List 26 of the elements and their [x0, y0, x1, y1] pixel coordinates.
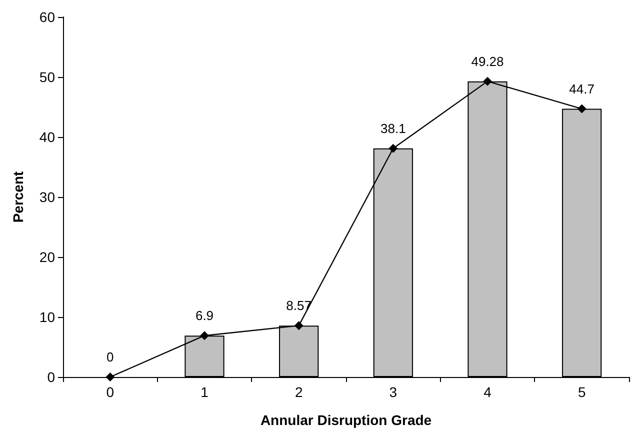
data-label: 0 [106, 350, 114, 364]
data-label: 6.9 [195, 308, 214, 324]
point [294, 321, 304, 330]
y-tick-label: 20 [39, 249, 56, 265]
x-tick-label: 5 [578, 384, 586, 400]
point [483, 76, 492, 86]
y-tick-label: 60 [39, 9, 56, 25]
point [577, 104, 586, 114]
x-axis-title: Annular Disruption Grade [260, 412, 432, 428]
x-tick-label: 2 [294, 384, 303, 400]
x-tick-label: 0 [106, 384, 114, 400]
y-tick-label: 0 [47, 369, 56, 385]
y-axis-title: Percent [10, 170, 26, 223]
y-tick-label: 40 [39, 129, 56, 145]
data-label: 49.28 [471, 54, 504, 69]
y-tick-label: 10 [39, 309, 56, 325]
data-label: 38.1 [380, 120, 406, 136]
y-tick-label: 50 [39, 69, 56, 85]
x-tick-label: 1 [200, 384, 209, 400]
y-tick-label: 30 [39, 189, 56, 205]
data-label: 44.7 [569, 81, 594, 96]
x-tick-label: 3 [389, 384, 398, 400]
point [388, 144, 398, 153]
point [106, 372, 115, 382]
x-tick-label: 4 [484, 384, 492, 400]
point [200, 331, 209, 340]
